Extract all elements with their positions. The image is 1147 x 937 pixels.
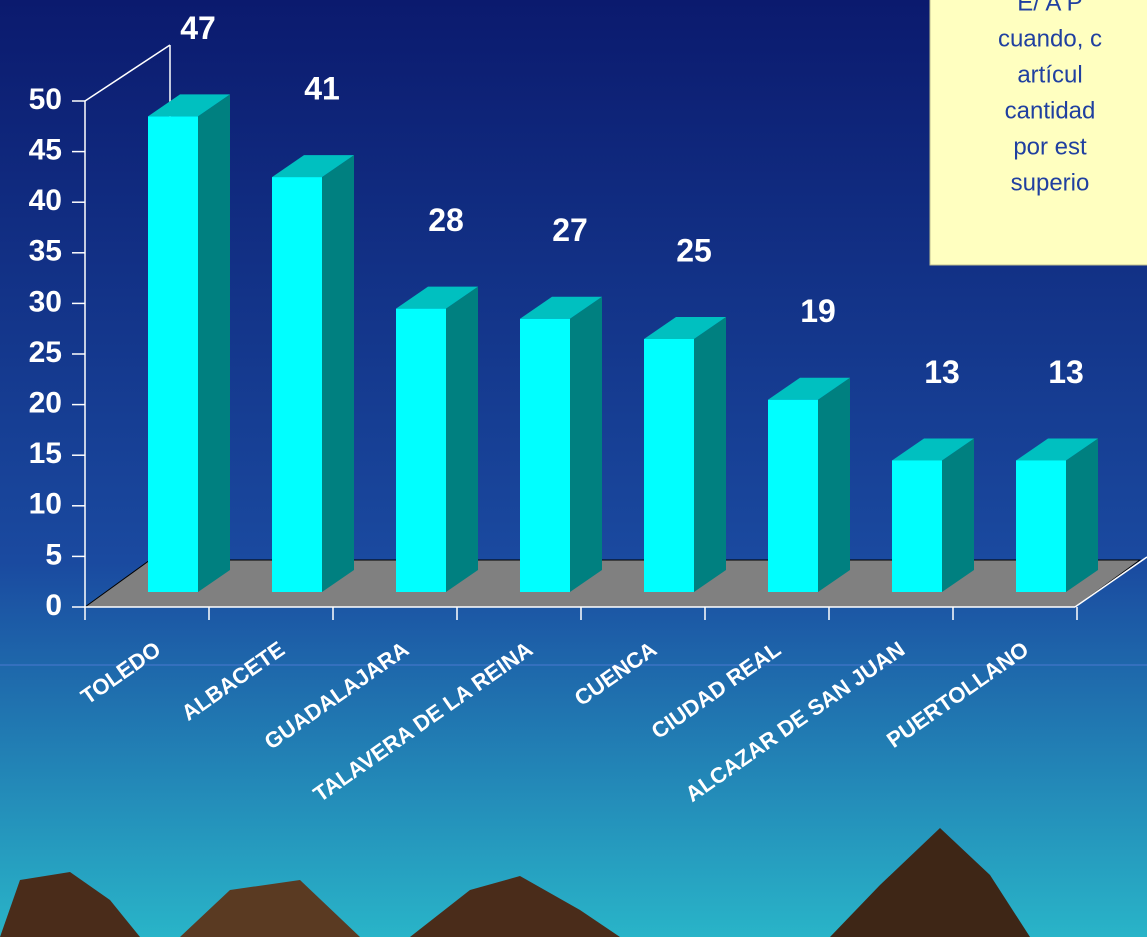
bar-front xyxy=(520,318,570,592)
bar xyxy=(1016,438,1098,592)
bar-front xyxy=(644,339,694,592)
y-tick-label: 20 xyxy=(29,387,62,420)
y-tick-label: 15 xyxy=(29,437,62,470)
bar-side xyxy=(1066,438,1098,592)
note-text: cuando, c artícul cantidad por est superio xyxy=(998,25,1102,196)
bar-side xyxy=(198,94,230,593)
note-line: artícul xyxy=(1017,61,1082,88)
bar-top xyxy=(396,286,478,309)
bar-side xyxy=(570,296,602,592)
bar xyxy=(768,377,850,592)
bar-top xyxy=(148,94,230,117)
note-line: cuando, c xyxy=(998,25,1102,52)
y-tick-label: 45 xyxy=(29,134,62,167)
value-label: 27 xyxy=(552,212,588,248)
bar-front xyxy=(396,308,446,592)
value-label: 13 xyxy=(1048,354,1084,390)
bar-front xyxy=(768,399,818,592)
bar-top xyxy=(520,296,602,319)
y-tick-label: 35 xyxy=(29,235,62,268)
value-label: 13 xyxy=(924,354,960,390)
note-line: por est xyxy=(1013,133,1087,160)
y-tick-label: 30 xyxy=(29,285,62,318)
bar-front xyxy=(148,116,198,593)
bar xyxy=(396,286,478,592)
bar-top xyxy=(272,155,354,178)
value-label: 19 xyxy=(800,293,836,329)
bar xyxy=(272,155,354,592)
value-label: 47 xyxy=(180,10,216,46)
y-tick-label: 25 xyxy=(29,336,62,369)
bar-front xyxy=(272,177,322,592)
svg-text:E/ A P: E/ A P xyxy=(1017,0,1082,16)
note-line: superio xyxy=(1011,169,1090,196)
y-tick-label: 0 xyxy=(45,589,62,622)
bar-front xyxy=(1016,460,1066,592)
value-label: 28 xyxy=(428,202,464,238)
y-tick-label: 5 xyxy=(45,538,62,571)
bar-top xyxy=(892,438,974,461)
bar xyxy=(644,317,726,592)
bar xyxy=(892,438,974,592)
bar-side xyxy=(322,155,354,592)
mountains xyxy=(0,828,1030,937)
bar xyxy=(520,296,602,592)
bar-top xyxy=(1016,438,1098,461)
value-label: 41 xyxy=(304,71,340,107)
note-line: cantidad xyxy=(1005,97,1096,124)
bar-top xyxy=(768,377,850,400)
bar-side xyxy=(818,377,850,592)
bar-side xyxy=(446,286,478,592)
bar-front xyxy=(892,460,942,592)
y-tick-label: 10 xyxy=(29,488,62,521)
bar-side xyxy=(694,317,726,592)
y-tick-label: 50 xyxy=(29,83,62,116)
value-label: 25 xyxy=(676,232,712,268)
y-tick-label: 40 xyxy=(29,184,62,217)
note-box: E/ A P xyxy=(929,0,1147,266)
bar-side xyxy=(942,438,974,592)
bar xyxy=(148,94,230,593)
bar-top xyxy=(644,317,726,339)
